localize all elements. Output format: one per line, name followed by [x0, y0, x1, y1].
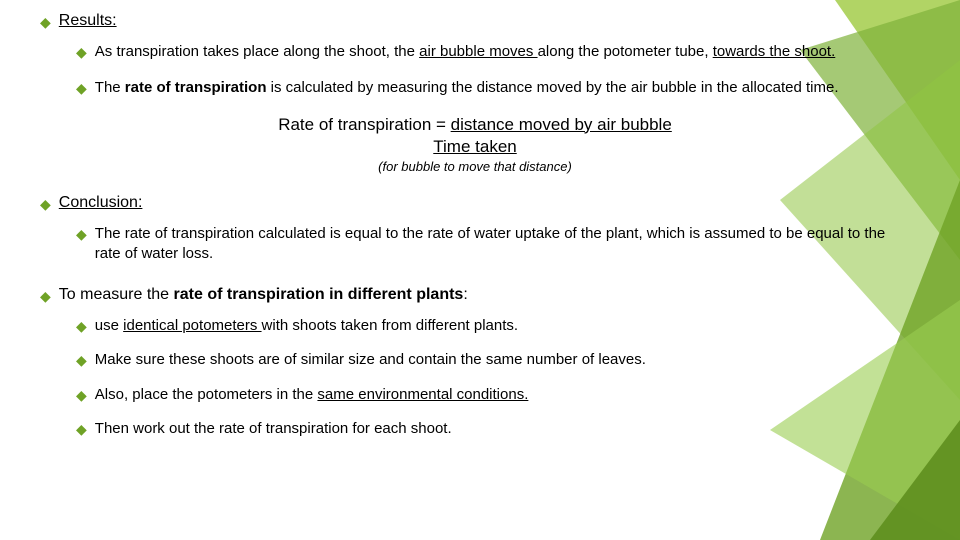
list-item: ◆ Make sure these shoots are of similar s…	[76, 350, 910, 370]
text-run: rate of transpiration	[125, 79, 271, 96]
text-run: As transpiration takes place along the s…	[95, 43, 419, 60]
formula-numerator: distance moved by air bubble	[451, 115, 672, 134]
list-item: ◆ As transpiration takes place along the …	[76, 42, 910, 62]
text-run: same environmental conditions.	[317, 386, 528, 403]
conclusion-list: ◆ The rate of transpiration calculated is…	[76, 224, 910, 265]
text-run: along the potometer tube,	[538, 43, 713, 60]
heading-text: Results:	[59, 12, 117, 30]
text-run: is calculated by measuring the distance …	[271, 79, 839, 96]
results-heading: ◆ Results:	[40, 12, 910, 32]
heading-text: To measure the rate of transpiration in …	[59, 286, 468, 304]
text-run: use	[95, 317, 123, 334]
formula-line2: Time taken	[40, 137, 910, 157]
item-text: Then work out the rate of transpiration …	[95, 419, 452, 439]
formula-denominator: Time taken	[433, 137, 516, 156]
diamond-icon: ◆	[76, 78, 87, 98]
results-list: ◆ As transpiration takes place along the …	[76, 42, 910, 99]
measure-heading: ◆ To measure the rate of transpiration i…	[40, 286, 910, 306]
text-run: with shoots taken from different plants.	[262, 317, 519, 334]
list-item: ◆ The rate of transpiration is calculated…	[76, 78, 910, 98]
text-run: air bubble moves	[419, 43, 537, 60]
list-item: ◆ The rate of transpiration calculated is…	[76, 224, 910, 265]
text-run: Also, place the potometers in the	[95, 386, 318, 403]
slide-content: ◆ Results: ◆ As transpiration takes place…	[40, 12, 910, 453]
diamond-icon: ◆	[76, 419, 87, 439]
formula-lhs: Rate of transpiration =	[278, 115, 450, 134]
list-item: ◆ use identical potometers with shoots ta…	[76, 316, 910, 336]
text-run: Then work out the rate of transpiration …	[95, 420, 452, 437]
diamond-icon: ◆	[40, 286, 51, 306]
item-text: Also, place the potometers in the same e…	[95, 385, 529, 405]
heading-text: Conclusion:	[59, 194, 143, 212]
text-run: The rate of transpiration calculated is …	[95, 225, 885, 262]
item-text: The rate of transpiration calculated is …	[95, 224, 910, 265]
text-run: The	[95, 79, 125, 96]
diamond-icon: ◆	[40, 194, 51, 214]
item-text: Make sure these shoots are of similar si…	[95, 350, 646, 370]
list-item: ◆ Then work out the rate of transpiration…	[76, 419, 910, 439]
diamond-icon: ◆	[76, 42, 87, 62]
text-run: To measure the	[59, 286, 174, 303]
section-measure: ◆ To measure the rate of transpiration i…	[40, 286, 910, 439]
text-run: identical potometers	[123, 317, 261, 334]
diamond-icon: ◆	[40, 12, 51, 32]
text-run: rate of transpiration in different plant…	[174, 286, 464, 303]
conclusion-heading: ◆ Conclusion:	[40, 194, 910, 214]
diamond-icon: ◆	[76, 316, 87, 336]
section-conclusion: ◆ Conclusion: ◆ The rate of transpiration…	[40, 194, 910, 265]
diamond-icon: ◆	[76, 385, 87, 405]
text-run: :	[463, 286, 467, 303]
text-run: towards the shoot.	[713, 43, 836, 60]
diamond-icon: ◆	[76, 350, 87, 370]
item-text: The rate of transpiration is calculated …	[95, 78, 839, 98]
item-text: use identical potometers with shoots tak…	[95, 316, 518, 336]
formula-note: (for bubble to move that distance)	[40, 159, 910, 174]
diamond-icon: ◆	[76, 224, 87, 244]
list-item: ◆ Also, place the potometers in the same …	[76, 385, 910, 405]
section-results: ◆ Results: ◆ As transpiration takes place…	[40, 12, 910, 99]
measure-list: ◆ use identical potometers with shoots ta…	[76, 316, 910, 439]
text-run: Make sure these shoots are of similar si…	[95, 351, 646, 368]
item-text: As transpiration takes place along the s…	[95, 42, 835, 62]
formula-line1: Rate of transpiration = distance moved b…	[40, 115, 910, 135]
